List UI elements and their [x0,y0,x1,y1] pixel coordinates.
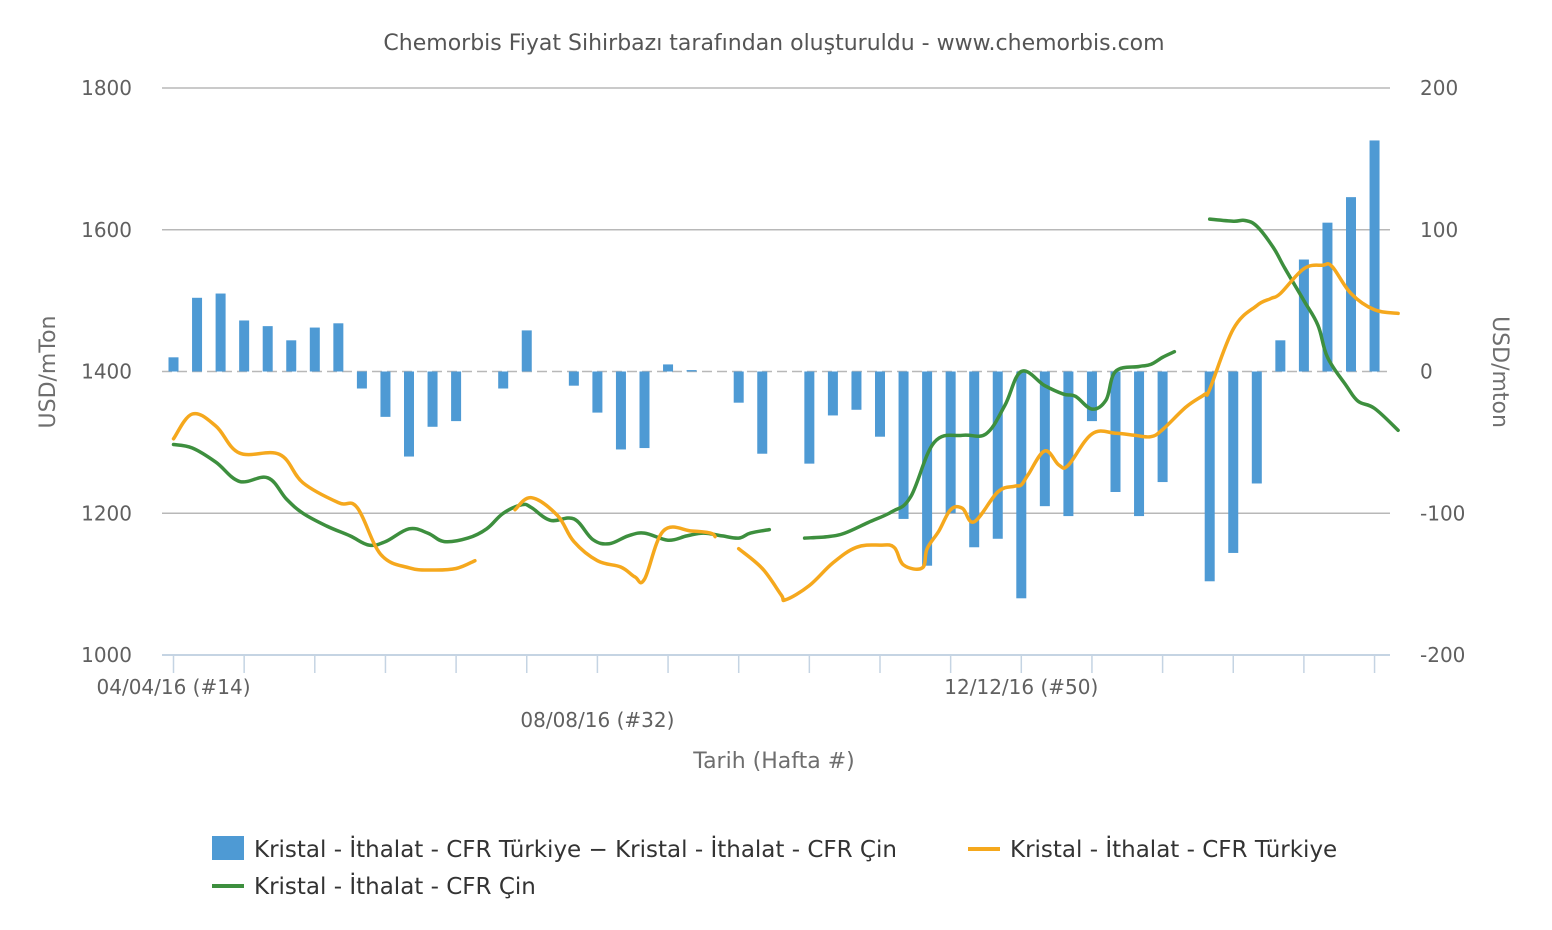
bar [451,371,462,422]
bar [757,371,768,454]
legend-label-cin: Kristal - İthalat - CFR Çin [254,872,536,900]
bar [804,371,815,464]
legend-label-turkiye: Kristal - İthalat - CFR Türkiye [1010,835,1337,863]
bar [239,320,250,372]
bar [568,371,579,386]
y-left-tick-label: 1000 [81,643,132,667]
x-axis-title: Tarih (Hafta #) [692,749,854,774]
bar [427,371,438,427]
bar [733,371,744,403]
bar [992,371,1003,539]
bar [1275,340,1286,372]
legend: Kristal - İthalat - CFR Türkiye − Krista… [212,835,1337,900]
bar [1086,371,1097,422]
legend-label-bar: Kristal - İthalat - CFR Türkiye − Krista… [254,835,897,863]
bar [922,371,933,566]
bar [686,370,697,372]
x-tick-label: 12/12/16 (#50) [944,675,1098,699]
bar [286,340,297,372]
bar [1322,222,1333,372]
bar [168,357,179,372]
line-cin [171,442,772,548]
y-axis-right: 200 100 0 -100 -200 [1420,76,1465,667]
bar [1251,371,1262,484]
bar [592,371,603,413]
bar [1157,371,1168,483]
bar [945,371,956,514]
bar [1298,259,1309,372]
bar [615,371,626,450]
bar [215,293,226,372]
bar [898,371,909,519]
y-left-tick-label: 1400 [81,360,132,384]
bar [333,323,344,372]
y-right-tick-label: 100 [1420,218,1458,242]
bar [192,297,203,372]
bar [521,330,532,372]
chart-title: Chemorbis Fiyat Sihirbazı tarafından olu… [383,31,1164,56]
line-cin [1207,217,1400,433]
y-axis-left-title: USD/mTon [36,316,61,429]
bar [875,371,885,437]
line-turkiye [171,411,477,572]
line-turkiye [736,262,1400,603]
bar [1369,140,1380,372]
x-tick-label: 08/08/16 (#32) [520,708,674,732]
line-series [171,217,1400,603]
line-cin [802,349,1177,540]
bar-series [168,140,1380,599]
bar [380,371,391,417]
x-tick-label: 04/04/16 (#14) [97,675,251,699]
bar [262,326,273,372]
bar [1134,371,1145,517]
bar [309,327,320,372]
bar [498,371,509,389]
bar [356,371,367,389]
bar [851,371,862,410]
bar [1228,371,1239,553]
bar [663,364,674,372]
y-right-tick-label: 0 [1420,360,1433,384]
bar [404,371,414,457]
y-left-tick-label: 1800 [81,76,132,100]
y-left-tick-label: 1200 [81,501,132,525]
y-right-tick-label: -100 [1420,501,1465,525]
y-left-tick-label: 1600 [81,218,132,242]
y-right-tick-label: 200 [1420,76,1458,100]
y-axis-right-title: USD/mton [1487,316,1512,428]
bar [827,371,838,416]
bar [1346,197,1356,372]
y-right-tick-label: -200 [1420,643,1465,667]
bar [1204,371,1215,582]
bar [1039,371,1050,507]
bar [969,371,980,548]
x-axis: 04/04/16 (#14) 08/08/16 (#32) 12/12/16 (#5… [97,654,1390,732]
line-turkiye [513,495,717,585]
bar [639,371,650,449]
legend-swatch-bar [212,836,244,860]
bar [1063,371,1074,517]
y-axis-left: 1800 1600 1400 1200 1000 [81,76,132,667]
